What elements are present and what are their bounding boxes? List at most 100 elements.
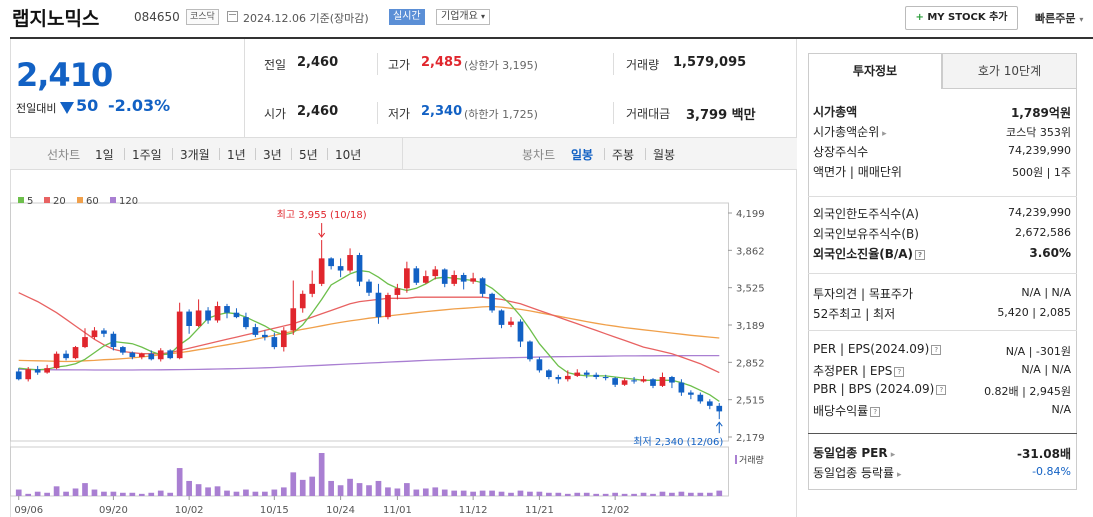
divider <box>327 148 328 160</box>
volume-bar <box>564 493 571 496</box>
candle-body <box>262 334 268 338</box>
info-value: 0.82배 | 2,945원 <box>984 385 1071 398</box>
change-value: 50 <box>76 96 99 115</box>
candle-body <box>498 310 505 325</box>
candle-body <box>650 379 656 386</box>
volume-bar <box>470 491 476 496</box>
add-mystock-button[interactable]: + MY STOCK 추가 <box>905 6 1018 30</box>
candle-body <box>101 330 107 334</box>
divider <box>255 148 256 160</box>
candle-body <box>25 369 32 380</box>
volume-bar <box>385 487 391 496</box>
info-label-text: 동일업종 PER <box>813 446 888 460</box>
info-value: 3.60% <box>1029 246 1071 260</box>
legend-label: 60 <box>86 196 99 207</box>
divider <box>219 148 220 160</box>
candle-body <box>337 266 344 271</box>
divider <box>613 102 614 124</box>
info-label: 52주최고 | 최저 <box>813 305 895 322</box>
volume-bar <box>299 479 306 496</box>
candle-daily[interactable]: 일봉 <box>571 148 594 162</box>
info-label-text: 52주최고 | 최저 <box>813 307 896 321</box>
volume-bar <box>252 491 259 496</box>
info-value: 74,239,990 <box>1008 144 1071 157</box>
corp-info-dropdown[interactable]: 기업개요 ▾ <box>436 9 491 25</box>
period-1d[interactable]: 1일 <box>95 148 114 162</box>
volume-bar <box>44 492 50 496</box>
period-1y[interactable]: 1년 <box>227 148 246 162</box>
volume-bar <box>34 491 41 496</box>
line-chart-label: 선차트 <box>47 148 81 162</box>
candle-body <box>441 269 448 284</box>
change-percent: -2.03% <box>108 96 171 115</box>
help-icon[interactable]: ? <box>936 384 947 395</box>
invest-info-panel <box>808 89 1077 490</box>
realtime-button[interactable]: 실시간 <box>389 9 425 25</box>
candle-body <box>678 382 685 393</box>
info-label[interactable]: 시가총액순위 ▸ <box>813 123 887 140</box>
period-10y[interactable]: 10년 <box>335 148 362 162</box>
help-icon[interactable]: ? <box>894 366 905 377</box>
candle-monthly[interactable]: 월봉 <box>653 148 676 162</box>
high-value: 2,485 <box>421 55 463 70</box>
candle-body <box>697 394 704 402</box>
volume-bar <box>224 490 230 496</box>
legend-swatch <box>44 197 50 203</box>
help-icon[interactable]: ? <box>870 406 881 417</box>
volume-legend-swatch <box>735 455 737 464</box>
prev-close-value: 2,460 <box>297 55 339 70</box>
volume-bar <box>157 490 164 496</box>
y-tick-label: 3,525 <box>736 284 765 295</box>
candle-weekly[interactable]: 주봉 <box>612 148 635 162</box>
low-value: 2,340 <box>421 104 463 119</box>
info-value: N/A <box>1051 403 1071 416</box>
divider <box>291 148 292 160</box>
high-label: 고가 <box>388 58 411 72</box>
candle-body <box>290 308 297 331</box>
divider <box>377 53 378 75</box>
info-label[interactable]: 동일업종 PER ▸ <box>813 444 895 461</box>
price-chart[interactable]: 5 20 60 120 4,199 3,862 3,525 3,189 2,852 2,515 2,… <box>10 188 796 517</box>
x-tick-label: 12/02 <box>601 505 630 516</box>
volume-bar <box>508 492 514 496</box>
info-label-text: 시가총액 <box>813 105 858 119</box>
tab-orderbook[interactable]: 호가 10단계 <box>942 53 1077 89</box>
candle-body <box>413 268 420 283</box>
candle-body <box>44 368 50 373</box>
candle-body <box>53 353 60 369</box>
candle-body <box>328 258 334 267</box>
period-5y[interactable]: 5년 <box>299 148 318 162</box>
info-value: 500원 | 1주 <box>1012 166 1071 179</box>
candle-body <box>148 353 155 360</box>
info-value: 1,789억원 <box>1010 106 1071 120</box>
volume-bar <box>688 492 694 496</box>
volume-bar <box>659 491 666 496</box>
x-tick-label: 09/06 <box>14 505 43 516</box>
volume-bar <box>593 493 600 496</box>
candle-body <box>375 292 382 318</box>
volume-bar <box>441 489 448 496</box>
period-3m[interactable]: 3개월 <box>180 148 210 162</box>
amount-value: 3,799 백만 <box>686 108 756 123</box>
info-label: 외국인보유주식수(B) <box>813 225 919 242</box>
info-label: 추정PER | EPS? <box>813 362 905 379</box>
tab-invest-info[interactable]: 투자정보 <box>808 53 942 89</box>
help-icon[interactable]: ? <box>915 249 926 260</box>
quick-order-dropdown[interactable]: 빠른주문 ▾ <box>1035 12 1084 25</box>
period-1w[interactable]: 1주일 <box>132 148 162 162</box>
info-label[interactable]: 동일업종 등락률 ▸ <box>813 464 902 481</box>
volume-bar <box>394 488 401 496</box>
x-tick-label: 11/01 <box>383 505 412 516</box>
help-icon[interactable]: ? <box>931 344 942 355</box>
candle-body <box>517 321 524 342</box>
volume-bar <box>72 488 79 496</box>
period-3y[interactable]: 3년 <box>263 148 282 162</box>
calendar-icon <box>227 11 238 22</box>
chevron-down-icon: ▾ <box>481 12 486 21</box>
candle-body <box>271 337 278 348</box>
market-badge: 코스닥 <box>186 9 219 25</box>
ma5-line <box>18 269 720 402</box>
candle-body <box>110 333 117 348</box>
chevron-right-icon: ▸ <box>887 450 896 460</box>
candle-body <box>138 353 145 358</box>
